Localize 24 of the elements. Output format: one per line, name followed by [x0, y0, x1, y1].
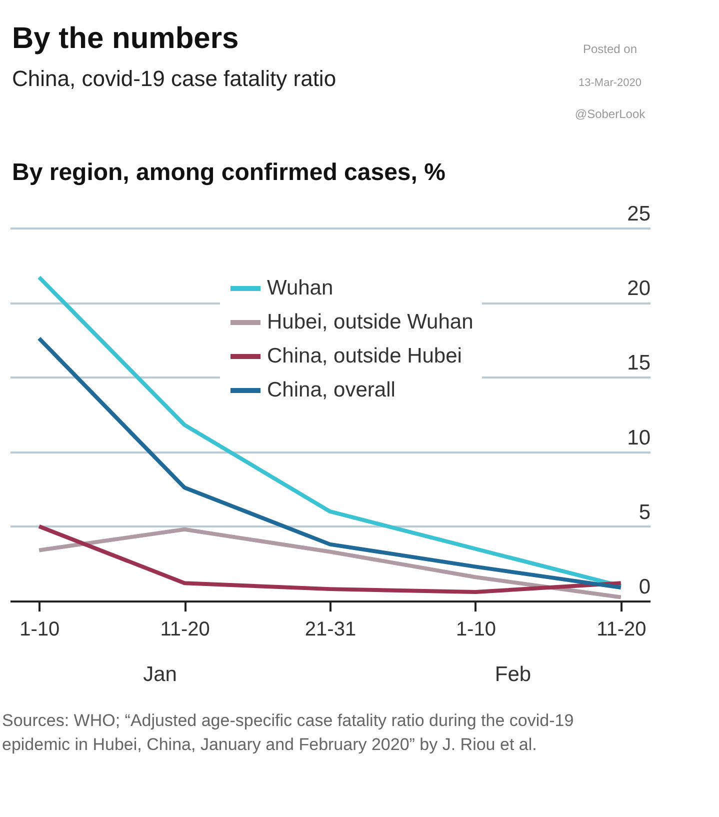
x-tick-label: 11-20 [596, 618, 646, 640]
x-tick-label: 11-20 [160, 618, 210, 640]
text: Jan [143, 663, 177, 686]
text: Posted on [582, 42, 638, 56]
legend-label: Wuhan [267, 276, 334, 300]
y-tick-label: 25 [627, 202, 650, 226]
legend-label: China, outside Hubei [267, 344, 462, 368]
chart-subtitle: China, covid-19 case fatality ratio [12, 66, 336, 91]
y-tick-label: 10 [627, 426, 650, 450]
x-tick-label: 1-10 [20, 618, 60, 640]
y-tick-label: 0 [638, 576, 650, 598]
y-tick-label: 20 [627, 277, 650, 300]
text: @SoberLook [574, 107, 646, 121]
y-axis-title: By region, among confirmed cases, % [12, 159, 446, 186]
chart-title: By the numbers [12, 22, 239, 55]
legend-label: China, overall [267, 378, 396, 402]
y-tick-label: 15 [627, 352, 650, 375]
y-tick-label: 5 [638, 500, 650, 524]
legend-label: Hubei, outside Wuhan [267, 310, 474, 334]
x-tick-label: 21-31 [304, 618, 356, 640]
text: Feb [494, 663, 532, 686]
x-tick-label: 1-10 [456, 618, 496, 640]
text: 13-Mar-2020 [578, 77, 642, 89]
source-note: Sources: WHO; “Adjusted age-specific case fatality ratio during the covid-19 epidemic in Hubei, China, January and February 2020” by J. Riou et al. [2, 711, 574, 754]
